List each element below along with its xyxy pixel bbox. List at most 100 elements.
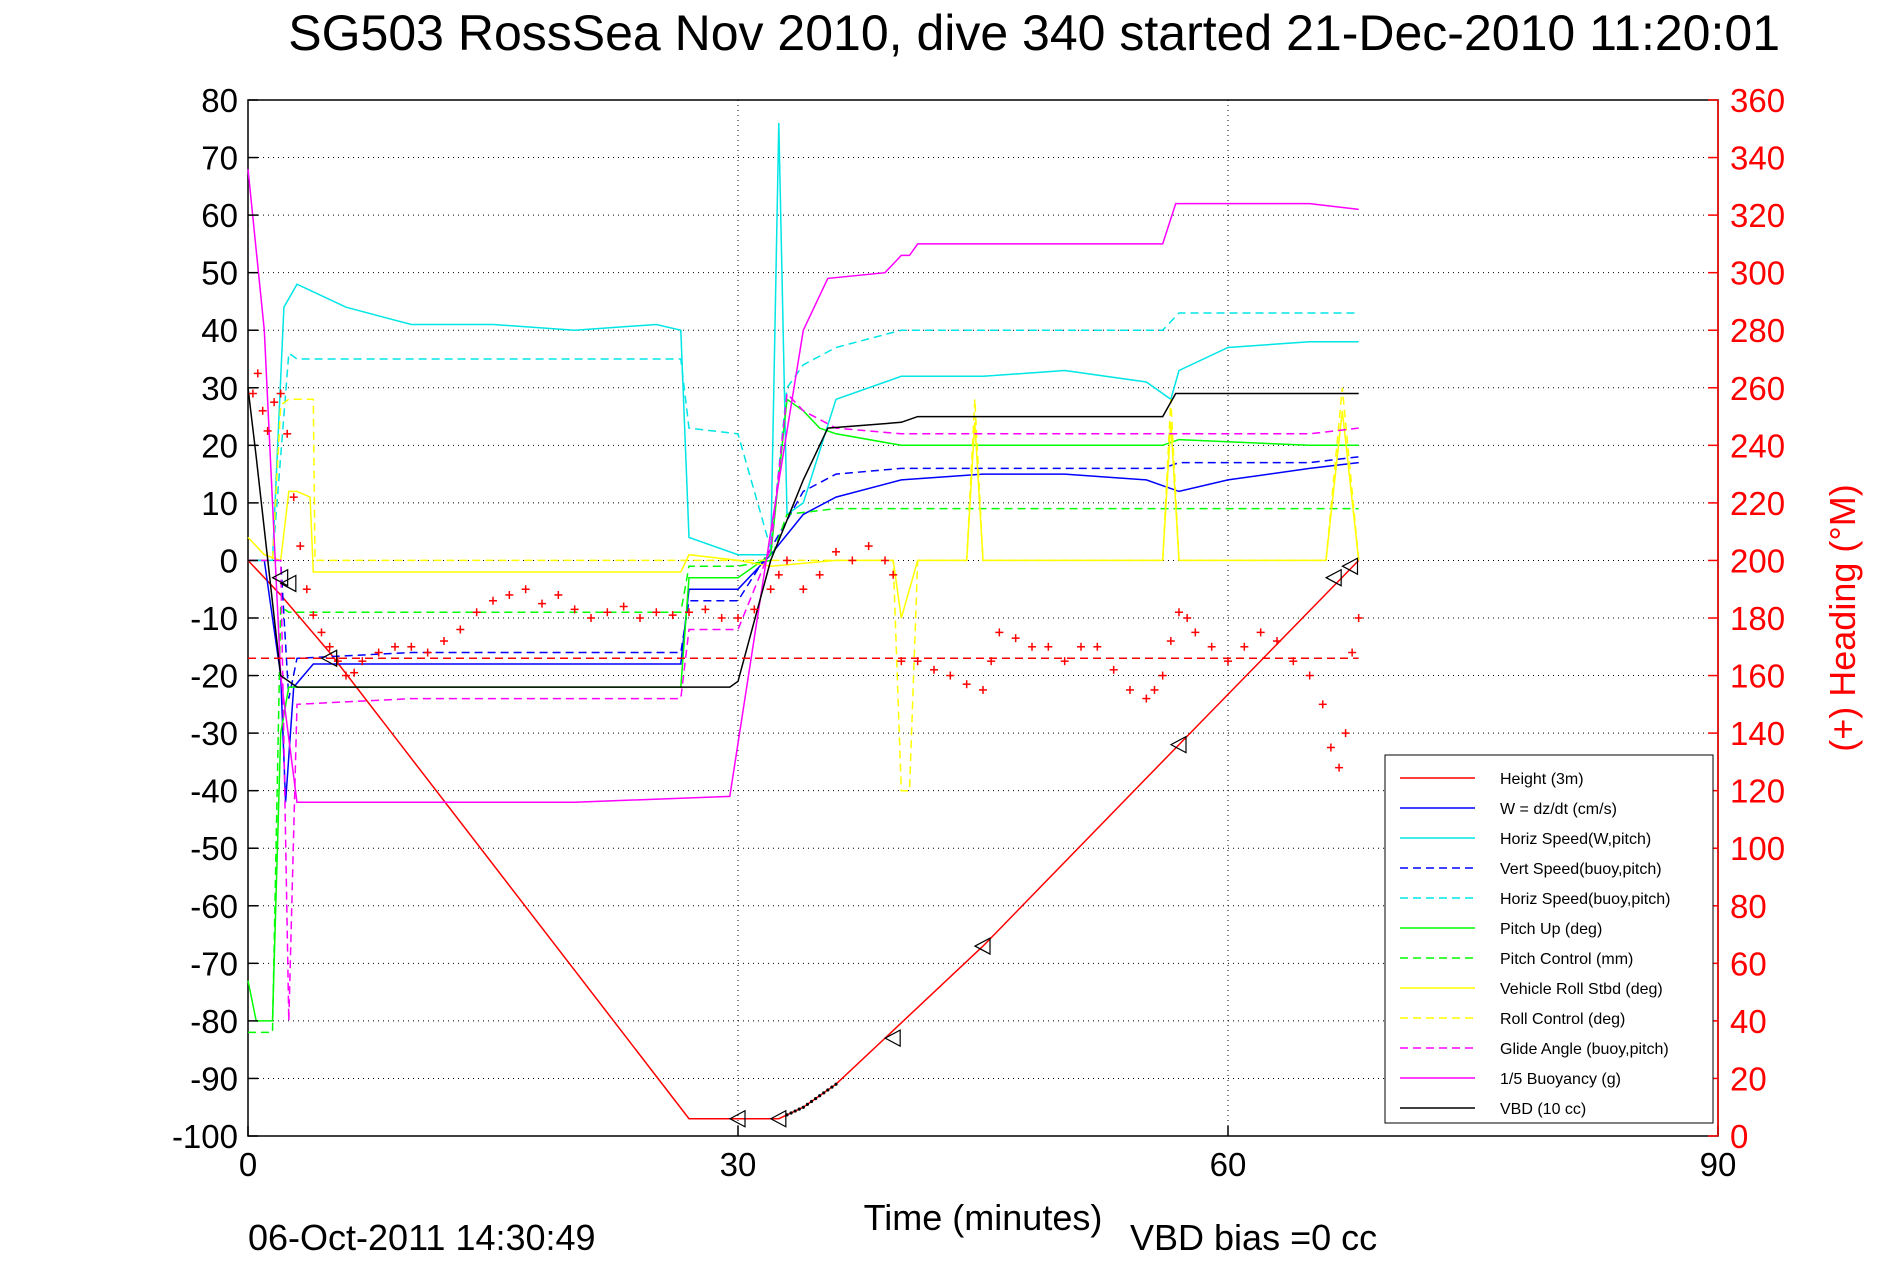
heading-marker: [734, 614, 742, 622]
y2-tick-label: 160: [1730, 658, 1785, 695]
heading-marker: [391, 642, 399, 651]
triangle-markers: [271, 557, 1359, 1128]
heading-marker: [1318, 700, 1327, 709]
y2-tick-label: 240: [1730, 427, 1785, 464]
y-tick-label: 40: [201, 312, 238, 349]
heading-marker: [783, 556, 791, 565]
series-line: [247, 387, 1359, 688]
height-dot: [801, 1105, 805, 1109]
legend-label: Height (3m): [1500, 771, 1584, 788]
series-line: [248, 507, 1359, 1034]
heading-marker: [1224, 657, 1232, 666]
heading-marker: [1142, 694, 1151, 703]
heading-marker: [1335, 763, 1344, 772]
heading-marker: [253, 369, 262, 378]
triangle-marker: [883, 1029, 901, 1048]
y-tick-label: -50: [190, 830, 238, 867]
heading-marker: [407, 642, 416, 651]
heading-marker: [668, 611, 677, 620]
heading-marker: [1077, 642, 1085, 651]
heading-marker: [276, 389, 285, 398]
heading-marker: [1060, 657, 1069, 666]
heading-marker: [1289, 657, 1298, 666]
height-dot: [834, 1082, 838, 1086]
y-tick-label: -80: [190, 1003, 238, 1040]
heading-marker: [864, 542, 873, 551]
height-dot: [826, 1088, 830, 1092]
legend-label: Horiz Speed(W,pitch): [1500, 831, 1651, 848]
triangle-marker: [769, 1109, 787, 1128]
x-tick-label: 60: [1210, 1146, 1247, 1183]
heading-marker: [848, 556, 857, 565]
y2-tick-label: 180: [1730, 600, 1785, 637]
heading-marker: [766, 585, 775, 594]
heading-marker: [309, 611, 318, 620]
series-line: [248, 122, 1359, 562]
legend-label: Pitch Control (mm): [1500, 951, 1633, 968]
heading-marker: [603, 608, 612, 617]
y-tick-label: -40: [190, 773, 238, 810]
heading-marker: [619, 602, 628, 611]
heading-marker: [995, 628, 1004, 637]
heading-marker: [1240, 642, 1249, 651]
heading-marker: [701, 605, 710, 614]
series-line: [248, 461, 1359, 803]
heading-marker: [296, 542, 305, 551]
y-tick-label: 60: [201, 197, 238, 234]
y2-tick-label: 140: [1730, 715, 1785, 752]
y2-tick-label: 300: [1730, 255, 1785, 292]
heading-marker: [423, 648, 432, 657]
heading-marker: [717, 614, 726, 622]
heading-marker: [1093, 642, 1102, 651]
heading-marker: [1273, 637, 1281, 646]
triangle-marker: [279, 574, 297, 593]
heading-marker: [815, 570, 824, 579]
heading-marker: [248, 389, 257, 398]
series-line: [247, 410, 1360, 619]
heading-marker: [1028, 642, 1036, 651]
heading-marker: [1305, 671, 1314, 680]
heading-marker: [358, 657, 367, 666]
heading-marker: [325, 642, 334, 651]
y-tick-label: 50: [201, 255, 238, 292]
y-tick-label: 70: [201, 140, 238, 177]
heading-marker: [333, 657, 342, 666]
heading-marker: [1207, 642, 1216, 651]
heading-marker: [1011, 634, 1020, 643]
y2-tick-label: 220: [1730, 485, 1785, 522]
series-line: [247, 559, 1360, 1120]
heading-marker: [913, 657, 922, 666]
y2-tick-label: 40: [1730, 1003, 1767, 1040]
height-dot: [789, 1111, 793, 1115]
y-tick-label: 0: [220, 542, 238, 579]
series-line: [248, 387, 1360, 792]
triangle-marker: [1341, 557, 1359, 576]
height-dot: [818, 1094, 822, 1098]
heading-marker: [1044, 642, 1053, 651]
height-dot: [813, 1096, 818, 1101]
chart-title: SG503 RossSea Nov 2010, dive 340 started…: [288, 5, 1780, 61]
heading-marker: [750, 605, 759, 614]
heading-marker: [521, 585, 530, 594]
heading-marker: [1166, 637, 1175, 646]
vbd-bias: VBD bias =0 cc: [1130, 1217, 1377, 1258]
height-dot: [785, 1113, 789, 1117]
heading-marker: [987, 657, 996, 666]
y-tick-label: -60: [190, 888, 238, 925]
heading-marker: [258, 406, 267, 415]
y2-tick-label: 120: [1730, 773, 1785, 810]
legend-label: Roll Control (deg): [1500, 1011, 1625, 1028]
y-tick-label: -20: [190, 658, 238, 695]
series-line: [248, 456, 1359, 699]
heading-marker: [832, 547, 840, 556]
y2-tick-label: 20: [1730, 1060, 1767, 1097]
heading-marker: [1126, 685, 1134, 694]
heading-marker: [538, 599, 546, 608]
heading-marker: [1354, 614, 1363, 622]
heading-marker: [881, 556, 889, 565]
height-dot: [793, 1109, 797, 1113]
y2-tick-label: 100: [1730, 830, 1785, 867]
legend-label: VBD (10 cc): [1500, 1101, 1586, 1118]
heading-marker: [1183, 614, 1192, 622]
height-dot: [809, 1099, 814, 1104]
